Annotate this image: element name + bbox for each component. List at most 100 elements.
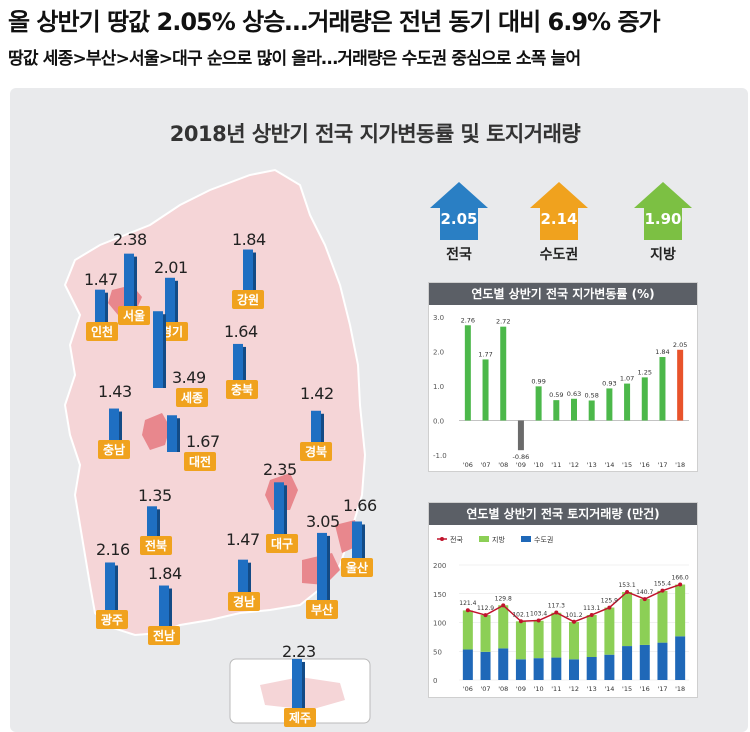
chart2-xtick: '10 — [534, 685, 544, 693]
chart2-xtick: '06 — [463, 685, 473, 693]
chart1-ytick: 2.0 — [433, 349, 444, 357]
chart2-total-label: 153.1 — [618, 582, 635, 589]
chart2-bar-local — [569, 621, 579, 660]
map-bar-16 — [292, 658, 305, 708]
region-label-gangwon: 강원 — [232, 290, 265, 309]
chart2-xtick: '08 — [498, 685, 508, 693]
infographic-title: 2018년 상반기 전국 지가변동률 및 토지거래량 — [169, 122, 581, 146]
chart2-total-point — [607, 605, 612, 610]
chart2-bar-metro — [462, 649, 473, 680]
region-label-gwangju: 광주 — [96, 610, 129, 629]
region-label-jeju: 제주 — [284, 708, 317, 727]
region-value-daejeon: 1.67 — [186, 432, 220, 451]
chart2-bar-local — [462, 610, 473, 650]
chart1-bar — [571, 398, 577, 421]
chart1-xtick: '14 — [604, 461, 614, 469]
region-label-gyeongnam: 경남 — [228, 592, 261, 611]
chart2-total-point — [501, 603, 506, 608]
chart2-ytick: 0 — [433, 677, 437, 685]
summary-label-0: 전국 — [446, 247, 472, 263]
summary-house-2 — [634, 182, 692, 240]
chart2-bar-local — [604, 607, 615, 655]
chart2-total-label: 125.9 — [601, 598, 618, 605]
chart1-bar — [606, 388, 613, 421]
chart2-bar-metro — [498, 648, 509, 680]
chart2-bar-local — [551, 612, 562, 658]
chart2-total-point — [554, 610, 559, 615]
chart2-bar-local — [675, 584, 686, 637]
region-value-jeonnam: 1.84 — [148, 564, 182, 583]
summary-label-1: 수도권 — [539, 247, 579, 263]
region-value-gyeongnam: 1.47 — [226, 530, 260, 549]
chart2-legend-swatch — [521, 536, 531, 542]
region-value-busan: 3.05 — [306, 512, 340, 531]
chart1-xtick: '15 — [622, 461, 632, 469]
region-value-incheon: 1.47 — [84, 270, 118, 289]
chart2-total-label: 113.1 — [583, 605, 600, 612]
chart2-xtick: '09 — [516, 685, 526, 693]
chart2-total-point — [660, 588, 665, 593]
chart2-legend-label: 지방 — [492, 535, 505, 544]
chart2-ytick: 150 — [433, 591, 446, 599]
chart1-value-label: 2.05 — [673, 341, 687, 349]
region-label-jeonbuk: 전북 — [140, 536, 173, 555]
region-label-sejong: 세종 — [176, 388, 209, 407]
chart2-bar-metro — [569, 659, 579, 680]
chart2-bar-metro — [533, 658, 544, 680]
chart1-value-label: 0.58 — [584, 391, 598, 399]
chart2-total-label: 166.0 — [672, 575, 689, 582]
chart2-total-label: 155.4 — [654, 581, 671, 588]
chart2-ytick: 100 — [433, 620, 446, 628]
summary-house-0 — [430, 182, 488, 240]
chart1-value-label: 2.76 — [461, 316, 475, 324]
subheadline: 땅값 세종>부산>서울>대구 순으로 많이 올라…거래량은 수도권 중심으로 소… — [8, 49, 581, 69]
chart1-xtick: '17 — [657, 461, 667, 469]
chart2-xtick: '11 — [551, 685, 561, 693]
map-bar-15 — [159, 585, 172, 626]
chart2-bar-local — [586, 615, 597, 657]
map-bar-5 — [153, 311, 166, 388]
chart1-bar — [517, 420, 524, 451]
chart2-bar-metro — [639, 644, 650, 680]
chart1-bar — [624, 383, 631, 421]
map-bar-11 — [147, 506, 160, 536]
chart1-bar — [659, 357, 666, 421]
region-label-seoul: 서울 — [118, 306, 151, 325]
region-value-chungnam: 1.43 — [98, 382, 132, 401]
region-value-gyeongbuk: 1.42 — [300, 384, 334, 403]
summary-house-1 — [530, 182, 588, 240]
chart1-bar — [677, 349, 684, 421]
region-value-gangwon: 1.84 — [232, 230, 266, 249]
region-value-jeju: 2.23 — [282, 642, 316, 661]
chart1-value-label: 1.84 — [655, 348, 669, 356]
chart1-xtick: '11 — [551, 461, 561, 469]
chart1-value-label: 1.25 — [638, 368, 652, 376]
chart2-bar-metro — [515, 659, 526, 680]
chart2-xtick: '18 — [675, 685, 685, 693]
chart2-bar-metro — [622, 646, 633, 680]
chart2-total-label: 103.4 — [530, 611, 547, 618]
korea-mainland-shape — [63, 168, 367, 637]
chart1-value-label: 2.72 — [496, 318, 510, 326]
chart1-value-label: 0.93 — [602, 379, 616, 387]
region-label-chungnam: 충남 — [98, 440, 131, 459]
chart1-xtick: '13 — [587, 461, 597, 469]
chart2-total-point — [572, 619, 576, 624]
chart2-bar-metro — [657, 642, 668, 680]
summary-value-1: 2.14 — [540, 210, 578, 228]
chart1-ytick: -1.0 — [433, 452, 447, 460]
map-bar-9 — [274, 482, 287, 534]
chart2-plot: 전국 지방 수도권 200 150 100 50 0 '06 '07 '08 '09 '10 '11 '12… — [433, 535, 689, 693]
map-bar-8 — [311, 410, 324, 442]
chart2-bar-local — [480, 615, 491, 652]
headline: 올 상반기 땅값 2.05% 상승…거래량은 전년 동기 대비 6.9% 증가 — [8, 8, 661, 36]
land-price-change-chart: 연도별 상반기 전국 지가변동률 (%) 3.0 2.0 1.0 0.0 -1.0 2.7… — [428, 282, 698, 472]
chart2-xtick: '13 — [587, 685, 597, 693]
region-value-sejong: 3.49 — [172, 368, 206, 387]
chart1-value-label: 0.59 — [549, 391, 563, 399]
chart2-bar-local — [533, 620, 544, 659]
chart2-bar-local — [639, 598, 650, 645]
chart2-bar-metro — [675, 636, 686, 680]
chart2-total-point — [536, 618, 541, 623]
chart2-bar-metro — [480, 651, 491, 680]
